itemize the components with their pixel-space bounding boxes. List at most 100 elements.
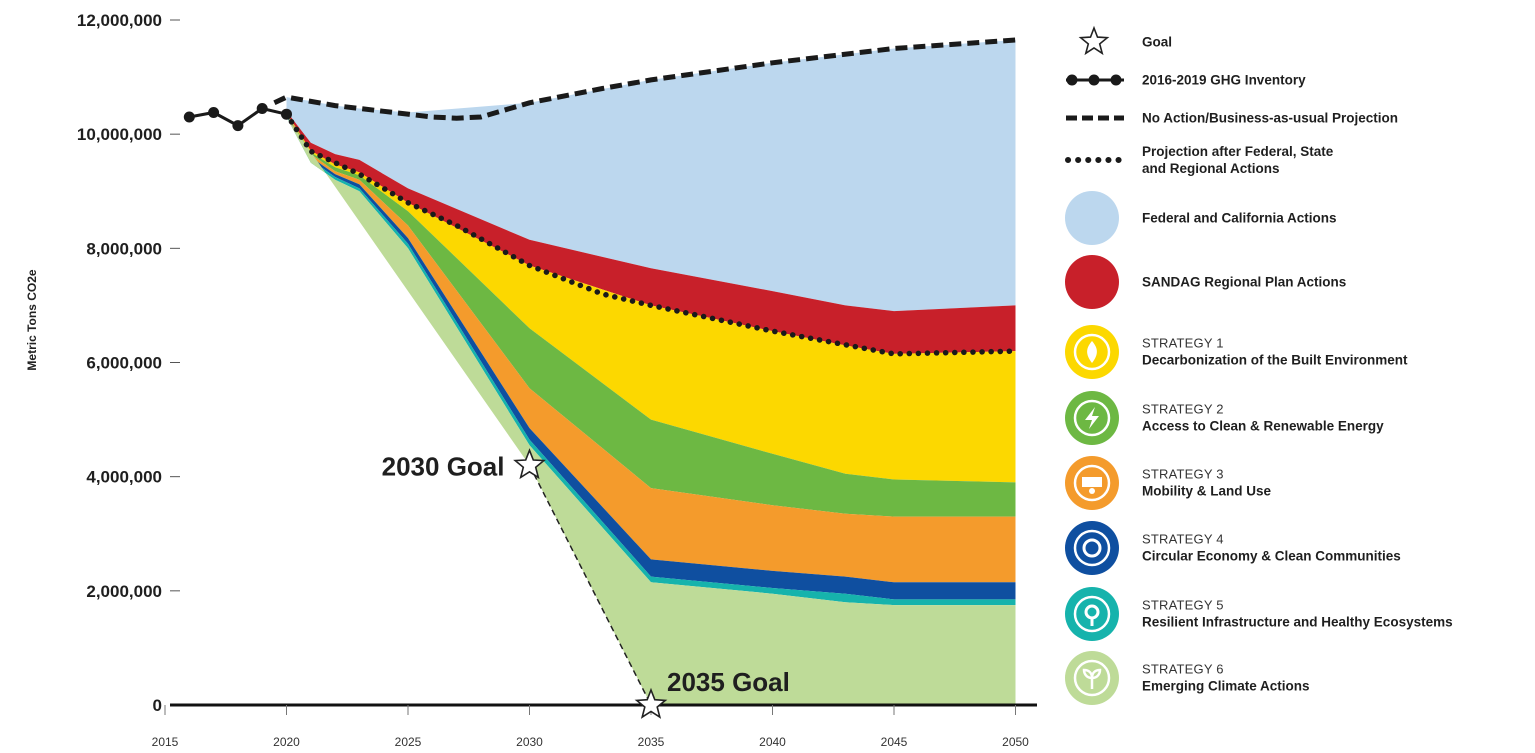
legend-symbol — [1064, 456, 1126, 510]
legend-item-s4: STRATEGY 4 Circular Economy & Clean Commu… — [1064, 521, 1534, 575]
legend-symbol — [1064, 98, 1126, 138]
legend-strategy-name: Emerging Climate Actions — [1142, 678, 1310, 694]
legend-strategy-name: Circular Economy & Clean Communities — [1142, 548, 1401, 564]
spiral-tree-icon — [1065, 587, 1119, 641]
legend-symbol — [1064, 60, 1126, 100]
area-strategy-3 — [286, 114, 1016, 583]
legend-item-federal: Federal and California Actions — [1064, 191, 1534, 245]
x-tick-label: 2030 — [516, 735, 543, 749]
legend-text: STRATEGY 4 Circular Economy & Clean Commu… — [1142, 532, 1534, 565]
projection-lines — [183, 37, 1019, 706]
legend-strategy-number: STRATEGY 4 — [1142, 531, 1224, 547]
area-strategy-1 — [286, 113, 1016, 483]
y-tick-label: 6,000,000 — [86, 354, 162, 373]
legend-strategy-number: STRATEGY 3 — [1142, 466, 1224, 482]
stacked-areas — [286, 40, 1016, 705]
x-tick-label: 2025 — [395, 735, 422, 749]
bau-projection-line — [273, 37, 1016, 121]
legend-text: STRATEGY 5 Resilient Infrastructure and H… — [1142, 598, 1534, 631]
y-tick-label: 0 — [153, 696, 162, 715]
goal-star-2030 — [513, 448, 546, 480]
legend-item-after: Projection after Federal, State and Regio… — [1064, 140, 1534, 180]
legend-symbol — [1064, 255, 1126, 309]
goal-label-2035: 2035 Goal — [667, 667, 790, 697]
inventory-point — [232, 120, 244, 132]
inventory-line-icon — [1066, 74, 1124, 86]
legend-item-s5: STRATEGY 5 Resilient Infrastructure and H… — [1064, 587, 1534, 641]
y-tick-label: 4,000,000 — [86, 468, 162, 487]
dotted-line-icon — [1065, 157, 1127, 163]
legend-text: STRATEGY 2 Access to Clean & Renewable En… — [1142, 402, 1534, 435]
y-axis-label: Metric Tons CO2e — [25, 269, 39, 370]
x-tick-label: 2050 — [1002, 735, 1029, 749]
legend-label: 2016-2019 GHG Inventory — [1142, 72, 1306, 88]
star-icon — [1078, 25, 1110, 56]
y-tick-label: 8,000,000 — [86, 239, 162, 258]
legend-text: No Action/Business-as-usual Projection — [1142, 110, 1534, 127]
legend-symbol — [1064, 587, 1126, 641]
area-strategy-6 — [286, 117, 1016, 705]
legend-item-s2: STRATEGY 2 Access to Clean & Renewable En… — [1064, 391, 1534, 445]
legend-item-s1: STRATEGY 1 Decarbonization of the Built E… — [1064, 325, 1534, 379]
legend-item-inventory: 2016-2019 GHG Inventory — [1064, 60, 1534, 100]
legend-strategy-name: Decarbonization of the Built Environment — [1142, 352, 1408, 368]
x-tick-label: 2045 — [881, 735, 908, 749]
legend-text: STRATEGY 1 Decarbonization of the Built E… — [1142, 336, 1534, 369]
sandag-swatch-icon — [1065, 255, 1119, 309]
legend-label: Goal — [1142, 34, 1173, 50]
legend-symbol — [1064, 651, 1126, 705]
axes: 0 2,000,000 4,000,000 6,000,000 8,000,000 10,… — [77, 11, 1037, 749]
recycle-icon — [1065, 521, 1119, 575]
legend-text: STRATEGY 3 Mobility & Land Use — [1142, 467, 1534, 500]
inventory-point — [256, 102, 268, 114]
legend-strategy-name: Mobility & Land Use — [1142, 483, 1272, 499]
federal-swatch-icon — [1065, 191, 1119, 245]
legend-item-s3: STRATEGY 3 Mobility & Land Use — [1064, 456, 1534, 510]
legend-symbol — [1064, 521, 1126, 575]
inventory-point — [183, 111, 195, 123]
area-federal-california — [286, 40, 1016, 312]
legend-item-goal: Goal — [1064, 22, 1534, 62]
legend-strategy-number: STRATEGY 1 — [1142, 335, 1224, 351]
y-tick-label: 2,000,000 — [86, 582, 162, 601]
legend-label: SANDAG Regional Plan Actions — [1142, 274, 1347, 290]
dashed-line-icon — [1066, 115, 1124, 121]
legend-text: 2016-2019 GHG Inventory — [1142, 72, 1534, 89]
x-tick-label: 2020 — [273, 735, 300, 749]
x-tick-label: 2015 — [152, 735, 179, 749]
legend-label: Projection after Federal, State — [1142, 144, 1334, 159]
y-tick-label: 12,000,000 — [77, 11, 162, 30]
legend-strategy-number: STRATEGY 6 — [1142, 661, 1224, 677]
legend-label-line2: and Regional Actions — [1142, 161, 1280, 176]
area-strategy-2 — [286, 113, 1016, 517]
legend-strategy-name: Resilient Infrastructure and Healthy Eco… — [1142, 614, 1453, 630]
x-tick-label: 2035 — [638, 735, 665, 749]
sprout-icon — [1065, 651, 1119, 705]
legend-strategy-name: Access to Clean & Renewable Energy — [1142, 418, 1384, 434]
goal-label-2030: 2030 Goal — [382, 451, 505, 481]
legend-symbol — [1064, 140, 1127, 180]
x-tick-label: 2040 — [759, 735, 786, 749]
city-transit-icon — [1065, 456, 1119, 510]
legend-symbol — [1064, 325, 1126, 379]
legend-text: Projection after Federal, State and Regio… — [1142, 143, 1534, 177]
legend-text: Goal — [1142, 34, 1534, 51]
flame-leaf-icon — [1065, 325, 1119, 379]
goal-star-2035 — [634, 687, 668, 719]
legend-text: SANDAG Regional Plan Actions — [1142, 274, 1534, 291]
lightning-icon — [1065, 391, 1119, 445]
legend-item-bau: No Action/Business-as-usual Projection — [1064, 98, 1534, 138]
legend-symbol — [1064, 391, 1126, 445]
after-actions-projection-line — [283, 111, 1019, 357]
legend-symbol — [1064, 22, 1126, 62]
goal-path-line — [528, 464, 652, 706]
legend-item-sandag: SANDAG Regional Plan Actions — [1064, 255, 1534, 309]
inventory-point — [281, 108, 292, 120]
legend-label: No Action/Business-as-usual Projection — [1142, 110, 1399, 126]
legend-text: STRATEGY 6 Emerging Climate Actions — [1142, 662, 1534, 695]
y-tick-label: 10,000,000 — [77, 125, 162, 144]
legend-strategy-number: STRATEGY 2 — [1142, 401, 1224, 417]
legend-text: Federal and California Actions — [1142, 210, 1534, 227]
legend-strategy-number: STRATEGY 5 — [1142, 597, 1224, 613]
